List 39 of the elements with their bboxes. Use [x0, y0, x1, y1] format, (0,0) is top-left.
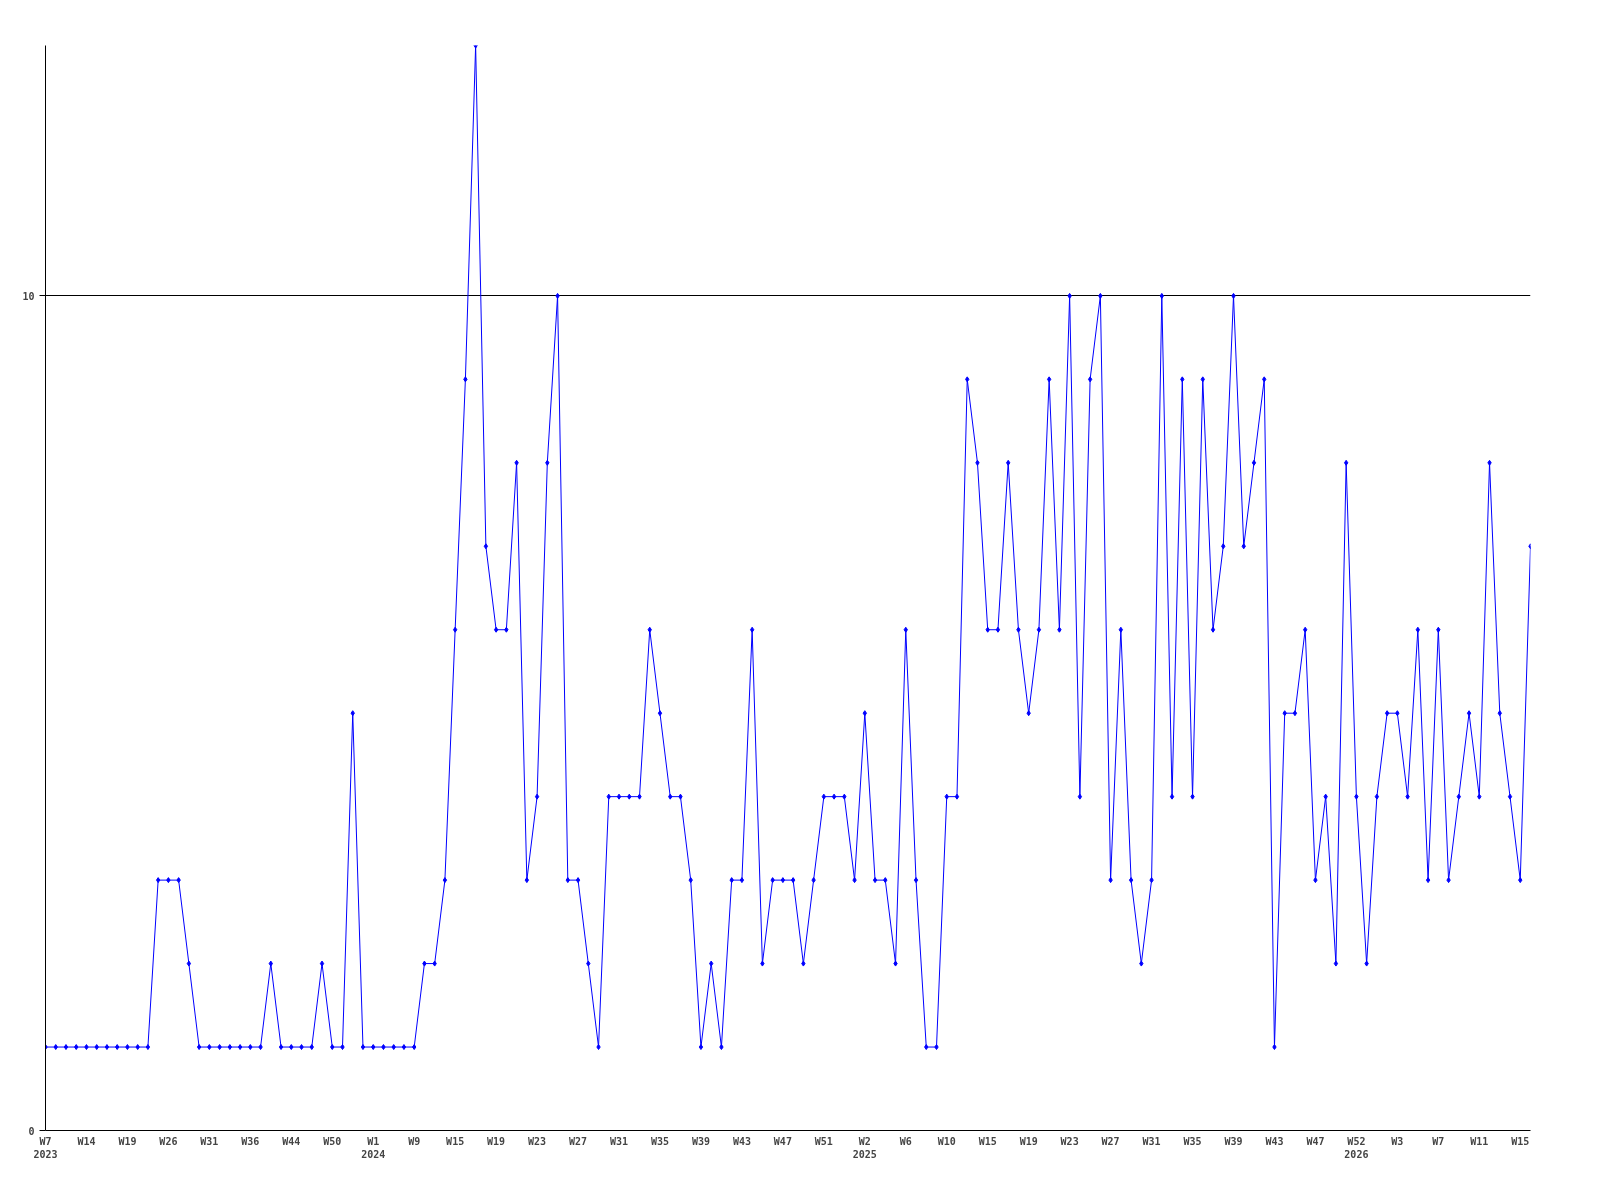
x-tick-label: W35 [1183, 1135, 1202, 1147]
x-tick-label: W15 [446, 1135, 465, 1147]
x-tick-label: W31 [609, 1135, 629, 1147]
x-tick-label: W31 [1142, 1135, 1161, 1147]
x-tick-label: W9 [408, 1135, 421, 1147]
x-tick-label: W1 2024 [361, 1135, 386, 1160]
x-tick-label: W26 [159, 1135, 178, 1147]
y-tick-label: 0 [28, 1125, 35, 1137]
x-tick-label: W7 [1432, 1135, 1445, 1147]
x-tick-label: W36 [241, 1135, 260, 1147]
x-tick-label: W39 [1224, 1135, 1243, 1147]
x-tick-label: W14 [77, 1135, 96, 1147]
x-tick-label: W31 [200, 1135, 219, 1147]
x-tick-label: W7 2023 [33, 1135, 58, 1160]
x-tick-label: W27 [1101, 1135, 1120, 1147]
x-tick-label: W50 [323, 1135, 342, 1147]
x-tick-label: W15 [978, 1135, 997, 1147]
x-tick-label: W11 [1470, 1135, 1489, 1147]
x-tick-label: W47 [1306, 1135, 1325, 1147]
x-tick-label: W6 [899, 1135, 912, 1147]
y-tick-label: 10 [22, 290, 35, 302]
x-tick-label: W51 [814, 1135, 833, 1147]
x-tick-label: W52 2026 [1344, 1135, 1369, 1160]
x-tick-label: W35 [650, 1135, 670, 1147]
x-tick-label: W19 [487, 1135, 506, 1147]
x-tick-label: W19 [1019, 1135, 1038, 1147]
x-tick-label: W23 [1060, 1135, 1079, 1147]
x-tick-label: W44 [282, 1135, 301, 1147]
x-tick-label: W43 [732, 1135, 751, 1147]
x-tick-label: W47 [773, 1135, 792, 1147]
x-tick-label: W39 [691, 1135, 710, 1147]
x-tick-label: W2 2025 [852, 1135, 877, 1160]
x-tick-label: W10 [937, 1135, 956, 1147]
x-tick-label: W23 [528, 1135, 547, 1147]
x-tick-label: W15 [1511, 1135, 1530, 1147]
x-tick-label: W3 [1391, 1135, 1404, 1147]
x-tick-label: W43 [1265, 1135, 1284, 1147]
x-tick-label: W19 [118, 1135, 137, 1147]
x-tick-label: W27 [569, 1135, 588, 1147]
